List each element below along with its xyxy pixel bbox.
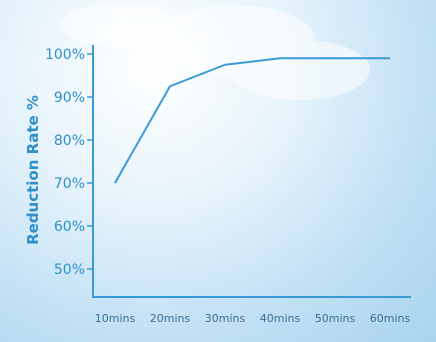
y-tick-label: 60% <box>54 219 85 235</box>
x-ticks: 10mins 20mins 30mins 40mins 50mins 60mins <box>95 312 411 325</box>
y-tick-label: 90% <box>54 90 85 106</box>
y-tick-label: 50% <box>54 262 85 278</box>
y-tick-label: 70% <box>54 176 85 192</box>
x-tick-label: 10mins <box>95 312 136 325</box>
y-ticks: 50% 60% 70% 80% 90% 100% <box>45 47 93 278</box>
x-tick-label: 60mins <box>370 312 411 325</box>
y-tick-label: 100% <box>45 47 85 63</box>
series-group <box>114 57 390 184</box>
x-tick-label: 30mins <box>205 312 246 325</box>
cloud-background <box>60 3 370 100</box>
y-tick-label: 80% <box>54 133 85 149</box>
x-tick-label: 40mins <box>260 312 301 325</box>
x-tick-label: 50mins <box>315 312 356 325</box>
series-line <box>114 57 390 184</box>
y-axis-title: Reduction Rate % <box>24 95 42 245</box>
x-tick-label: 20mins <box>150 312 191 325</box>
axes <box>92 45 411 298</box>
